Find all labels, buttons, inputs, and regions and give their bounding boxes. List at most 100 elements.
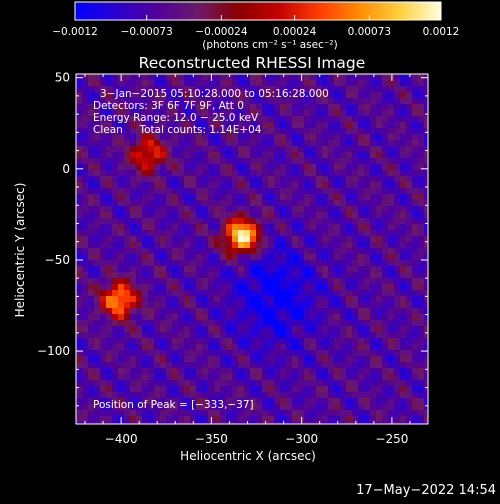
heatmap-cell [334,218,341,225]
heatmap-cell [118,122,125,129]
heatmap-cell [328,398,335,405]
heatmap-cell [172,170,179,177]
heatmap-cell [304,320,311,327]
heatmap-cell [82,320,89,327]
heatmap-cell [220,296,227,303]
heatmap-cell [340,206,347,213]
heatmap-cell [418,248,425,255]
heatmap-cell [298,410,305,417]
heatmap-cell [262,362,269,369]
heatmap-cell [190,374,197,381]
heatmap-cell [190,344,197,351]
heatmap-cell [130,176,137,183]
heatmap-cell [226,200,233,207]
heatmap-cell [148,296,155,303]
heatmap-cell [334,398,341,405]
heatmap-cell [154,254,161,261]
heatmap-cell [178,410,185,417]
heatmap-cell [382,296,389,303]
heatmap-cell [244,236,251,243]
heatmap-cell [286,74,293,81]
heatmap-cell [286,416,293,423]
heatmap-cell [310,110,317,117]
heatmap-cell [292,266,299,273]
heatmap-cell [160,380,167,387]
heatmap-cell [178,152,185,159]
heatmap-cell [142,188,149,195]
heatmap-cell [358,356,365,363]
heatmap-cell [316,182,323,189]
heatmap-cell [406,230,413,237]
heatmap-cell [88,170,95,177]
heatmap-cell [232,398,239,405]
heatmap-cell [226,176,233,183]
heatmap-cell [274,374,281,381]
heatmap-cell [76,350,83,357]
heatmap-cell [190,404,197,411]
heatmap-cell [400,128,407,135]
heatmap-cell [154,188,161,195]
heatmap-cell [268,368,275,375]
heatmap-cell [226,98,233,105]
heatmap-cell [292,80,299,87]
heatmap-cell [184,122,191,129]
heatmap-cell [94,260,101,267]
heatmap-cell [358,422,365,424]
heatmap-cell [394,398,401,405]
heatmap-cell [76,266,83,273]
heatmap-cell [304,416,311,423]
heatmap-cell [370,404,377,411]
heatmap-cell [424,338,428,345]
heatmap-cell [364,332,371,339]
heatmap-cell [118,410,125,417]
heatmap-cell [232,134,239,141]
heatmap-cell [130,296,137,303]
heatmap-cell [406,296,413,303]
heatmap-cell [400,206,407,213]
heatmap-cell [172,224,179,231]
heatmap-cell [334,404,341,411]
heatmap-cell [154,266,161,273]
heatmap-cell [280,236,287,243]
heatmap-cell [106,218,113,225]
heatmap-cell [304,164,311,171]
heatmap-cell [160,410,167,417]
heatmap-cell [124,284,131,291]
heatmap-cell [166,326,173,333]
heatmap-cell [340,356,347,363]
heatmap-cell [298,272,305,279]
heatmap-cell [250,332,257,339]
heatmap-cell [232,110,239,117]
heatmap-cell [202,218,209,225]
heatmap-cell [382,164,389,171]
heatmap-cell [358,350,365,357]
heatmap-cell [406,278,413,285]
heatmap-cell [202,200,209,207]
heatmap-cell [172,296,179,303]
heatmap-cell [292,362,299,369]
heatmap-cell [382,326,389,333]
heatmap-cell [196,320,203,327]
heatmap-cell [352,230,359,237]
heatmap-cell [424,344,428,351]
heatmap-cell [250,158,257,165]
heatmap-cell [178,320,185,327]
heatmap-cell [334,92,341,99]
heatmap-cell [178,308,185,315]
heatmap-cell [106,398,113,405]
heatmap-cell [154,74,161,81]
heatmap-cell [88,158,95,165]
heatmap-cell [298,122,305,129]
heatmap-cell [76,254,83,261]
heatmap-cell [370,320,377,327]
heatmap-cell [166,248,173,255]
heatmap-cell [214,110,221,117]
heatmap-cell [232,284,239,291]
heatmap-cell [148,332,155,339]
heatmap-cell [310,326,317,333]
heatmap-cell [100,242,107,249]
heatmap-cell [118,404,125,411]
heatmap-cell [298,356,305,363]
heatmap-cell [358,404,365,411]
heatmap-cell [208,296,215,303]
